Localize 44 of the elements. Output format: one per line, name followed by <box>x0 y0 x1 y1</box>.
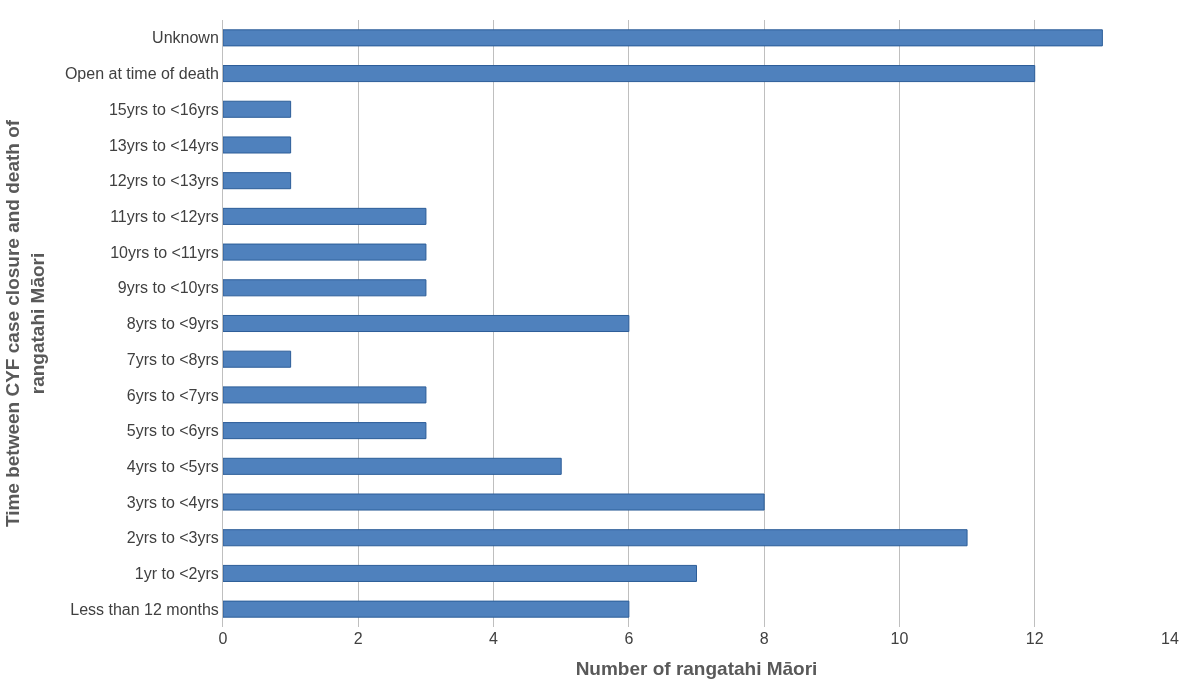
x-tick-label: 14 <box>1161 630 1179 647</box>
x-tick-label: 10 <box>890 630 909 647</box>
y-tick-label: Open at time of death <box>64 65 219 83</box>
bar <box>223 207 427 225</box>
y-tick-label: 15yrs to <16yrs <box>108 100 219 118</box>
bar <box>223 564 697 582</box>
y-tick-label: 10yrs to <11yrs <box>110 243 219 261</box>
bar <box>223 422 427 440</box>
x-axis-title: Number of rangatahi Māori <box>575 657 818 679</box>
y-tick-label: 5yrs to <6yrs <box>126 422 219 440</box>
y-tick-label: 4yrs to <5yrs <box>126 457 219 475</box>
y-tick-label: 9yrs to <10yrs <box>117 279 219 297</box>
bar <box>223 457 562 475</box>
x-tick-label: 8 <box>759 630 769 647</box>
bar <box>223 350 292 368</box>
y-tick-label: Less than 12 months <box>70 600 219 618</box>
y-tick-label: 8yrs to <9yrs <box>126 315 219 333</box>
y-axis-title: Time between CYF case closure and death of rangatahi Māori <box>2 119 48 528</box>
y-tick-label: 12yrs to <13yrs <box>108 172 219 190</box>
bar <box>223 65 1036 83</box>
bar <box>223 136 292 154</box>
bar <box>223 493 765 511</box>
bar <box>223 243 427 261</box>
y-tick-label: 3yrs to <4yrs <box>126 493 219 511</box>
y-tick-label: 7yrs to <8yrs <box>126 350 219 368</box>
y-tick-label: 13yrs to <14yrs <box>108 136 219 154</box>
y-tick-label: 6yrs to <7yrs <box>126 386 219 404</box>
y-tick-label: 2yrs to <3yrs <box>126 529 219 547</box>
x-tick-label: 2 <box>353 630 363 647</box>
bar <box>223 386 427 404</box>
y-tick-label: Unknown <box>152 29 219 47</box>
y-tick-label: 11yrs to <12yrs <box>110 207 219 225</box>
bar <box>223 600 630 618</box>
bar <box>223 100 292 118</box>
x-tick-label: 6 <box>624 630 634 647</box>
x-tick-label: 12 <box>1025 630 1044 647</box>
bar <box>223 172 292 190</box>
x-tick-label: 4 <box>489 630 499 647</box>
bar <box>223 529 968 547</box>
y-tick-label: 1yr to <2yrs <box>134 565 219 583</box>
bar <box>223 279 427 297</box>
x-tick-label: 0 <box>218 630 228 647</box>
bar <box>223 29 1103 47</box>
bar <box>223 314 630 333</box>
